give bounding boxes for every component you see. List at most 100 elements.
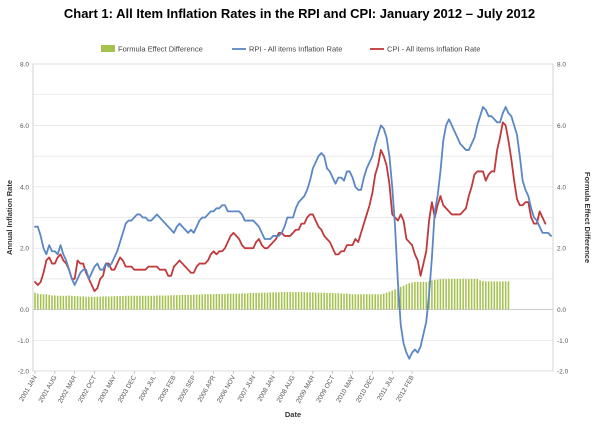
formula-effect-bar <box>357 294 359 310</box>
formula-effect-bar <box>448 278 450 310</box>
y2-axis-title: Formula Effect Difference <box>583 172 592 263</box>
formula-effect-bar <box>422 281 425 310</box>
formula-effect-bar <box>278 292 280 310</box>
formula-effect-bar <box>394 289 396 310</box>
formula-effect-bar <box>348 293 351 310</box>
formula-effect-bar <box>258 292 260 310</box>
formula-effect-bar <box>124 295 127 310</box>
formula-effect-bar <box>139 295 141 310</box>
formula-effect-bar <box>175 295 178 310</box>
formula-effect-bar <box>181 294 184 310</box>
formula-effect-bar <box>306 292 308 310</box>
formula-effect-bar <box>485 281 487 310</box>
y2-tick-label: 6.0 <box>557 123 566 130</box>
formula-effect-bar <box>192 294 195 310</box>
formula-effect-bar <box>68 295 70 310</box>
formula-effect-bar <box>314 292 317 310</box>
y2-tick-label: 0.0 <box>557 307 566 314</box>
formula-effect-bar <box>331 293 334 310</box>
formula-effect-bar <box>436 279 439 310</box>
formula-effect-bar <box>479 280 481 310</box>
formula-effect-bar <box>351 294 354 310</box>
formula-effect-bar <box>167 295 170 310</box>
formula-effect-bar <box>190 294 192 310</box>
formula-effect-bar <box>289 292 291 310</box>
y2-tick-label: 8.0 <box>557 62 566 69</box>
x-tick-label: 2003 DEC <box>117 374 138 404</box>
formula-effect-bar <box>62 295 65 310</box>
formula-effect-bar <box>303 292 306 310</box>
formula-effect-bar <box>360 294 362 310</box>
x-tick-label: 2011 JUL <box>376 374 396 402</box>
formula-effect-bar <box>224 293 226 310</box>
formula-effect-bar <box>144 295 147 310</box>
formula-effect-bar <box>272 292 274 310</box>
formula-effect-bar <box>93 296 96 310</box>
formula-effect-bar <box>402 285 405 310</box>
formula-effect-bar <box>286 292 289 310</box>
formula-effect-bar <box>391 290 394 310</box>
formula-effect-bar <box>42 294 45 310</box>
formula-effect-bar <box>54 295 56 310</box>
formula-effect-bar <box>37 293 39 310</box>
formula-effect-bar <box>156 295 158 310</box>
x-tick-label: 2003 MAY <box>97 374 118 404</box>
formula-effect-bar <box>221 293 223 310</box>
formula-effect-bar <box>119 296 121 310</box>
formula-effect-bar <box>263 292 266 310</box>
formula-effect-bar <box>184 294 187 310</box>
formula-effect-bar <box>107 296 110 310</box>
formula-effect-bar <box>147 295 150 310</box>
formula-effect-bar <box>368 294 371 310</box>
formula-effect-bar <box>90 296 93 310</box>
formula-effect-bar <box>456 278 459 310</box>
y2-tick-label: -1.0 <box>557 338 569 345</box>
formula-effect-bar <box>476 278 479 310</box>
formula-effect-bar <box>65 295 67 310</box>
formula-effect-bar <box>88 296 90 310</box>
formula-effect-bar <box>408 283 411 310</box>
formula-effect-bar <box>490 281 493 310</box>
formula-effect-bar <box>414 281 416 310</box>
legend-label-rpi: RPI - All items Inflation Rate <box>249 45 342 54</box>
formula-effect-bar <box>377 294 379 310</box>
formula-effect-bar <box>133 295 136 310</box>
formula-effect-bar <box>59 295 62 310</box>
formula-effect-bar <box>433 279 436 310</box>
formula-effect-bar <box>371 294 374 310</box>
formula-effect-bar <box>235 293 238 310</box>
formula-effect-bar <box>337 293 340 310</box>
formula-effect-bar <box>442 278 445 310</box>
x-tick-label: 2002 OCT <box>77 374 98 403</box>
formula-effect-bar <box>496 281 498 310</box>
y-tick-label: 0.0 <box>20 307 29 314</box>
formula-effect-bar <box>71 295 73 310</box>
y-tick-label: 6.0 <box>20 123 29 130</box>
formula-effect-bar <box>445 278 447 310</box>
x-tick-label: 2012 FEB <box>395 375 416 404</box>
formula-effect-bar <box>320 292 323 310</box>
formula-effect-bar <box>255 293 257 310</box>
formula-effect-bar <box>453 278 456 310</box>
formula-effect-bar <box>465 278 467 310</box>
formula-effect-bar <box>96 296 99 310</box>
formula-effect-bar <box>210 294 212 310</box>
formula-effect-bar <box>173 295 175 310</box>
formula-effect-bar <box>300 292 303 310</box>
x-tick-label: 2001 AUG <box>38 375 59 404</box>
y-tick-label: 2.0 <box>20 246 29 253</box>
formula-effect-bar <box>405 284 408 310</box>
x-tick-label: 2004 JUL <box>138 374 158 402</box>
x-tick-label: 2001 JAN <box>18 374 38 402</box>
x-tick-label: 2006 NOV <box>216 374 238 404</box>
formula-effect-bar <box>266 292 269 310</box>
formula-effect-bar <box>295 292 297 310</box>
x-tick-label: 2010 MAY <box>335 374 356 404</box>
formula-effect-bar <box>380 294 382 310</box>
formula-effect-bar <box>507 281 510 310</box>
formula-effect-bar <box>473 278 476 310</box>
formula-effect-bar <box>329 293 331 310</box>
formula-effect-bar <box>275 292 277 310</box>
formula-effect-bar <box>246 293 249 310</box>
x-tick-label: 2005 SEP <box>177 375 198 404</box>
